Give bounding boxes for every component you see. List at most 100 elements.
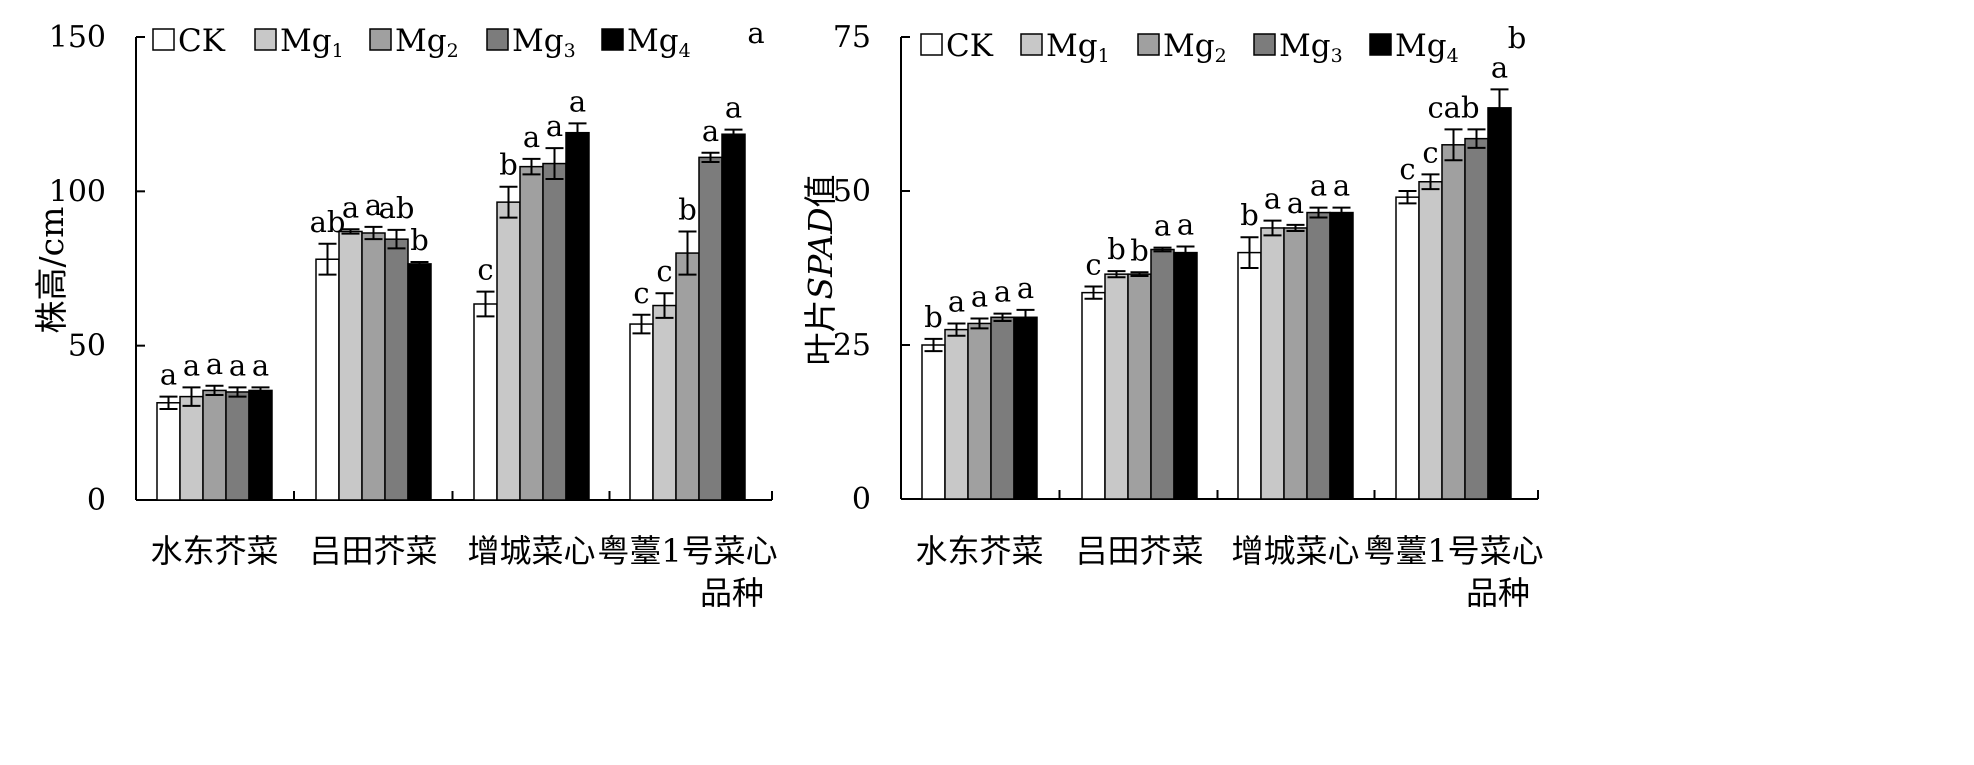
bar <box>1081 291 1106 500</box>
significance-label: c <box>477 253 493 287</box>
legend-label: Mg3 <box>512 23 576 62</box>
significance-label: b <box>1107 232 1126 266</box>
y-axis-label: 叶片SPAD值 <box>801 174 840 365</box>
legend-swatch <box>601 28 624 51</box>
legend-label: Mg1 <box>280 23 344 62</box>
category-label: 增城菜心 <box>467 532 595 570</box>
stray-label: a <box>747 16 764 50</box>
bar <box>652 304 677 501</box>
bar <box>1127 273 1152 500</box>
bar <box>202 389 227 501</box>
stray-label: b <box>1508 21 1527 55</box>
significance-label: a <box>206 347 223 381</box>
bar <box>629 323 654 501</box>
legend-swatch <box>1020 33 1043 56</box>
bar <box>179 395 204 501</box>
legend-label: Mg1 <box>1046 28 1110 67</box>
legend-label: Mg2 <box>1163 28 1227 67</box>
significance-label: a <box>342 190 359 224</box>
significance-label: a <box>1264 182 1281 216</box>
bar <box>1329 211 1354 500</box>
bar <box>496 201 521 501</box>
legend-label: Mg2 <box>395 23 459 62</box>
significance-label: a <box>1154 209 1171 243</box>
bar <box>361 232 386 501</box>
legend-swatch <box>486 28 509 51</box>
significance-label: b <box>924 300 943 334</box>
category-label: 粤薹1号菜心 <box>1363 532 1543 570</box>
y-axis-label: 株高/cm <box>32 207 71 334</box>
bar <box>1464 137 1489 500</box>
significance-label: a <box>1287 186 1304 220</box>
significance-label: c <box>1399 152 1415 186</box>
y-tick-label: 0 <box>87 483 106 518</box>
bar <box>542 162 567 501</box>
y-tick-label: 25 <box>833 328 871 363</box>
significance-label: b <box>1240 198 1259 232</box>
legend-swatch <box>1369 33 1392 56</box>
legend-swatch <box>369 28 392 51</box>
legend-swatch <box>1253 33 1276 56</box>
legend-swatch <box>920 33 943 56</box>
bar <box>944 328 969 500</box>
significance-label: a <box>948 284 965 318</box>
bar <box>1441 144 1466 500</box>
bar <box>1150 248 1175 500</box>
significance-label: c <box>1422 135 1438 169</box>
legend-label: Mg4 <box>627 23 691 62</box>
bar <box>721 133 746 501</box>
significance-label: b <box>678 192 697 226</box>
significance-label: a <box>702 114 719 148</box>
bar <box>407 263 432 501</box>
significance-label: a <box>546 109 563 143</box>
significance-label: a <box>1310 169 1327 203</box>
significance-label: c <box>633 276 649 310</box>
significance-label: b <box>1130 233 1149 267</box>
significance-label: cab <box>1427 90 1479 124</box>
significance-label: a <box>160 358 177 392</box>
bar <box>1104 273 1129 500</box>
x-axis-label: 品种 <box>700 574 764 612</box>
significance-label: a <box>994 275 1011 309</box>
bar <box>1237 251 1262 500</box>
bar <box>1173 251 1198 500</box>
significance-label: a <box>1491 50 1508 84</box>
bar <box>384 238 409 501</box>
significance-label: a <box>365 188 382 222</box>
significance-label: c <box>1085 247 1101 281</box>
bar <box>921 344 946 500</box>
significance-label: a <box>1333 169 1350 203</box>
bar <box>1418 181 1443 500</box>
x-axis-label: 品种 <box>1466 574 1530 612</box>
significance-label: a <box>569 84 586 118</box>
bar <box>338 230 363 501</box>
bar <box>1395 196 1420 500</box>
y-tick-label: 0 <box>852 482 871 517</box>
y-tick-label: 50 <box>68 329 106 364</box>
y-tick-label: 50 <box>833 174 871 209</box>
bar <box>967 322 992 500</box>
significance-label: a <box>725 91 742 125</box>
bar <box>248 389 273 501</box>
y-tick-label: 150 <box>49 20 106 55</box>
legend-swatch <box>152 28 175 51</box>
bar <box>1260 227 1285 500</box>
category-label: 吕田芥菜 <box>309 532 437 570</box>
bar <box>1013 316 1038 500</box>
bar <box>1306 211 1331 500</box>
category-label: 粤薹1号菜心 <box>597 532 777 570</box>
significance-label: a <box>252 348 269 382</box>
bar <box>473 303 498 501</box>
significance-label: a <box>229 348 246 382</box>
significance-label: b <box>499 148 518 182</box>
bar <box>565 131 590 501</box>
legend-swatch <box>254 28 277 51</box>
category-label: 水东芥菜 <box>150 532 278 570</box>
bar <box>225 391 250 501</box>
legend-label: Mg4 <box>1395 28 1459 67</box>
significance-label: b <box>410 223 429 257</box>
significance-label: a <box>1177 207 1194 241</box>
